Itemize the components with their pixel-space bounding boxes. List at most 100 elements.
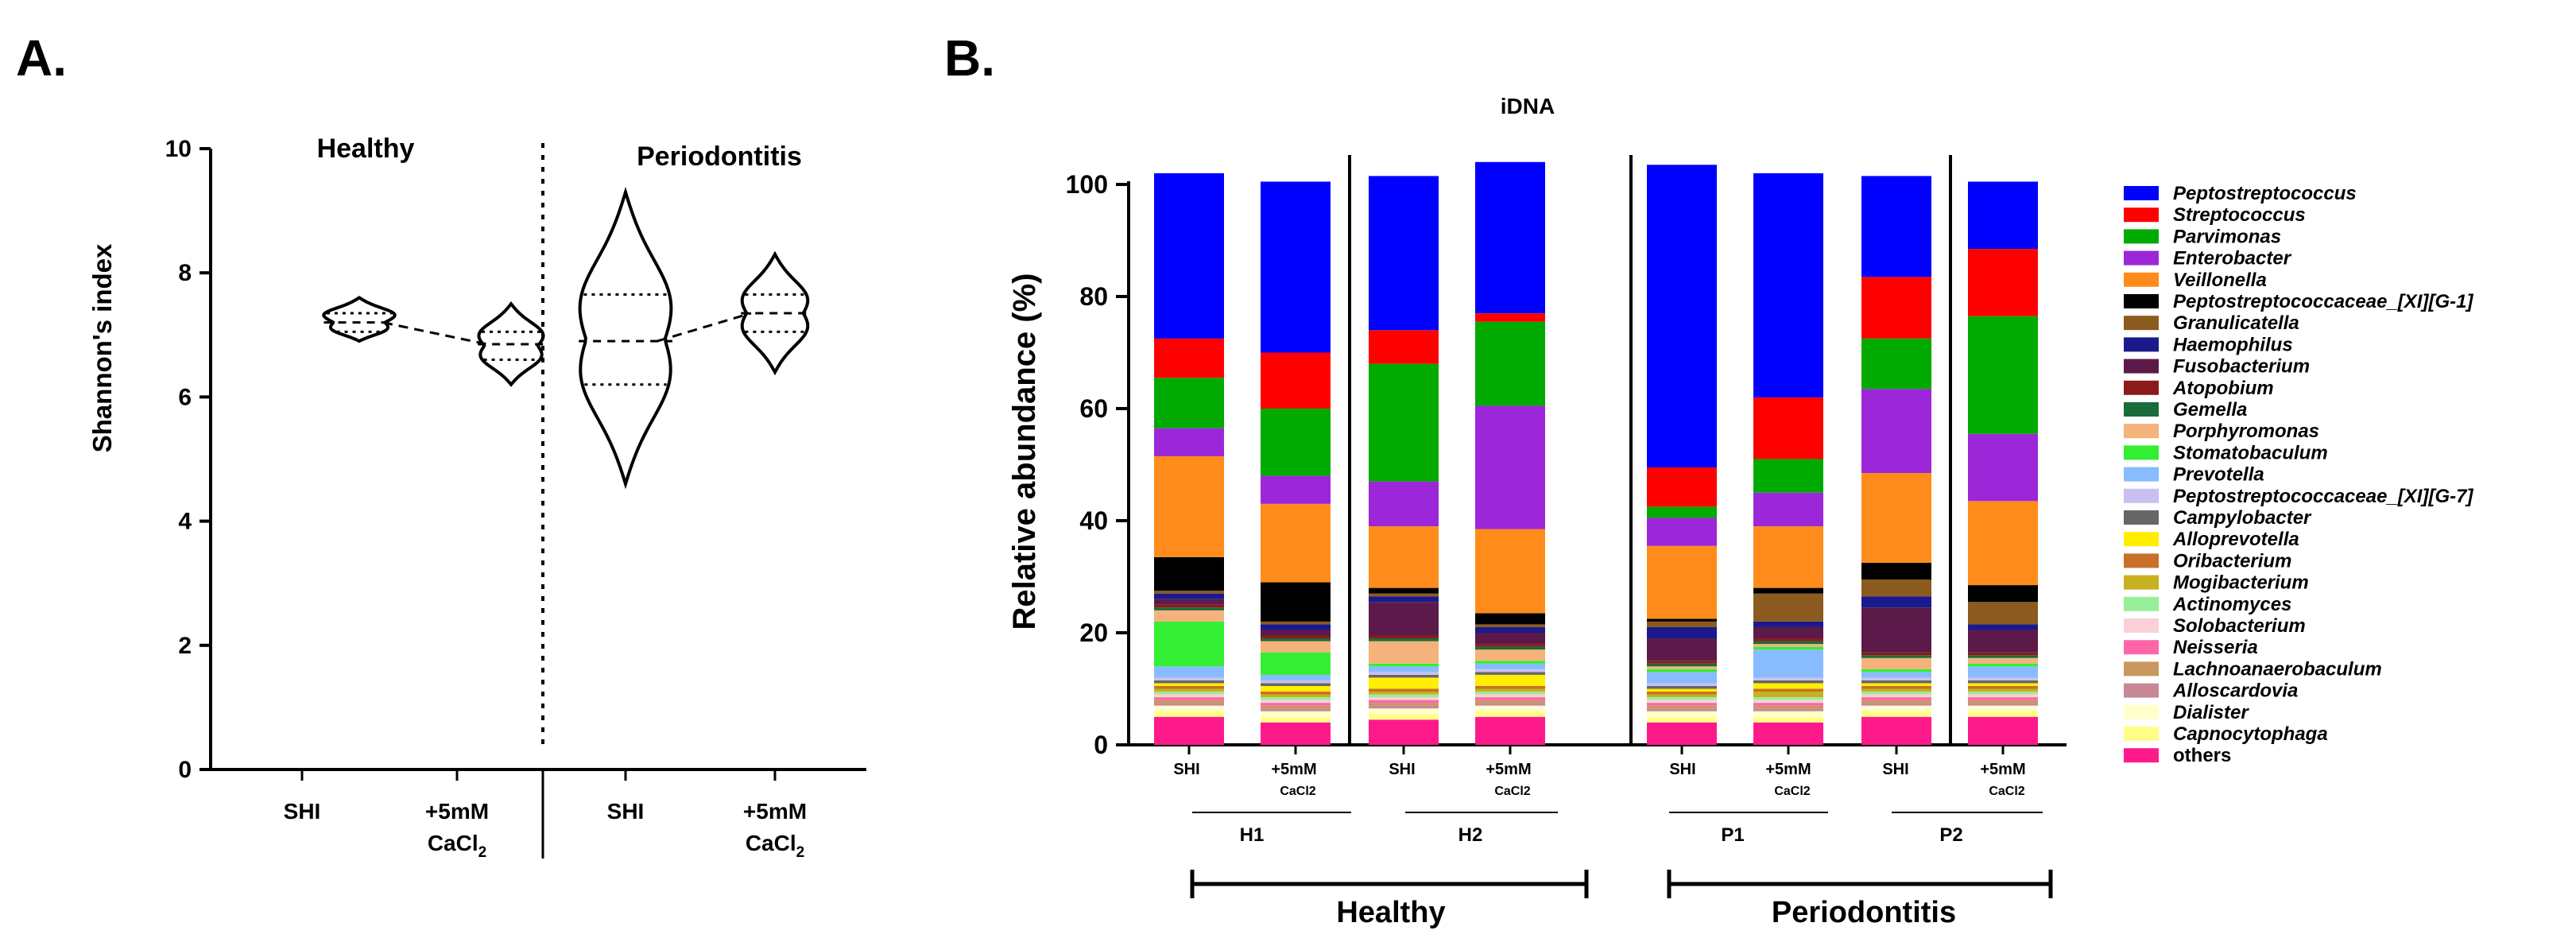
legend-label: Porphyromonas xyxy=(2173,421,2319,442)
stacked-bar-segment xyxy=(1369,663,1439,667)
stacked-bar-segment xyxy=(1968,666,2038,678)
violin-shape xyxy=(578,186,673,490)
stacked-bar-segment xyxy=(1968,705,2038,711)
stacked-bar-segment xyxy=(1261,352,1331,409)
stacked-bar-segment xyxy=(1369,593,1439,597)
y-tick-label: 4 xyxy=(178,509,192,535)
stacked-bar-segment xyxy=(1647,621,1717,627)
sample-label-h1-cacl2: CaCl2 xyxy=(1280,785,1315,798)
stacked-bar-segment xyxy=(1369,697,1439,700)
stacked-bar-segment xyxy=(1261,503,1331,583)
stacked-bar-segment xyxy=(1753,644,1823,647)
stacked-bar-segment xyxy=(1154,666,1224,678)
stacked-bar-segment xyxy=(1647,618,1717,622)
stacked-bar-segment xyxy=(1861,683,1931,686)
panel-a-xtick-5mm-healthy: +5mM xyxy=(425,799,489,824)
stacked-bar-segment xyxy=(1968,433,2038,502)
legend-label: Peptostreptococcus xyxy=(2173,183,2357,204)
stacked-bar-segment xyxy=(1369,694,1439,698)
stacked-bar-segment xyxy=(1475,697,1545,700)
stacked-bar-segment xyxy=(1968,697,2038,700)
stacked-bar-segment xyxy=(1968,630,2038,653)
group-label-periodontitis: Periodontitis xyxy=(1772,896,1956,929)
legend-swatch xyxy=(2124,683,2159,698)
stacked-bar-segment xyxy=(1369,635,1439,639)
stacked-bar-segment xyxy=(1475,685,1545,689)
sample-label-p1-5mm: +5mM xyxy=(1765,761,1811,778)
y-tick-label: 6 xyxy=(178,384,192,410)
stacked-bar-segment xyxy=(1369,363,1439,482)
stacked-bar-segment xyxy=(1647,638,1717,661)
legend-swatch xyxy=(2124,359,2159,374)
stacked-bar-segment xyxy=(1475,405,1545,529)
stacked-bar-segment xyxy=(1753,703,1823,706)
stacked-bar-segment xyxy=(1647,694,1717,698)
stacked-bar-segment xyxy=(1154,697,1224,700)
stacked-bar-segment xyxy=(1861,580,1931,597)
legend-label: Streptococcus xyxy=(2173,204,2306,226)
stacked-bar-segment xyxy=(1861,700,1931,704)
panel-b-letter: B. xyxy=(944,29,995,87)
stacked-bar-segment xyxy=(1369,708,1439,715)
stacked-bar-segment xyxy=(1753,646,1823,650)
stacked-bar-segment xyxy=(1753,621,1823,627)
stacked-bar-segment xyxy=(1261,621,1331,625)
stacked-bar-segment xyxy=(1647,716,1717,723)
legend-swatch xyxy=(2124,748,2159,763)
stacked-bar-segment xyxy=(1968,663,2038,667)
subject-label-h2: H2 xyxy=(1458,824,1483,846)
legend-label: Peptostreptococcaceae_[XI][G-1] xyxy=(2173,291,2473,312)
stacked-bar-segment xyxy=(1154,688,1224,692)
y-tick-label: 2 xyxy=(178,633,192,659)
subject-label-p1: P1 xyxy=(1721,824,1744,846)
stacked-bar-segment xyxy=(1369,688,1439,692)
legend-label: Fusobacterium xyxy=(2173,356,2310,378)
stacked-bar-segment xyxy=(1369,714,1439,720)
panel-a-y-axis-title: Shannon's index xyxy=(87,243,117,452)
stacked-bar-segment xyxy=(1753,708,1823,711)
stacked-bar-segment xyxy=(1261,630,1331,636)
stacked-bar-segment xyxy=(1968,711,2038,717)
stacked-bar-segment xyxy=(1475,716,1545,745)
stacked-bar-segment xyxy=(1261,181,1331,353)
stacked-bar-segment xyxy=(1968,683,2038,686)
stacked-bar-segment xyxy=(1369,666,1439,673)
stacked-bar-segment xyxy=(1154,610,1224,622)
stacked-bar-segment xyxy=(1154,705,1224,711)
stacked-bar-segment xyxy=(1475,321,1545,406)
sample-label-p2-cacl2: CaCl2 xyxy=(1989,785,2024,798)
stacked-bar-segment xyxy=(1261,638,1331,642)
stacked-bar-segment xyxy=(1154,607,1224,611)
stacked-bar-segment xyxy=(1475,626,1545,633)
sample-label-h2-cacl2: CaCl2 xyxy=(1494,785,1530,798)
stacked-bar-segment xyxy=(1475,646,1545,650)
subject-label-p2: P2 xyxy=(1939,824,1962,846)
legend-label: Prevotella xyxy=(2173,464,2264,486)
stacked-bar-segment xyxy=(1968,501,2038,586)
group-label-healthy: Healthy xyxy=(1336,896,1445,929)
stacked-bar-segment xyxy=(1753,649,1823,678)
stacked-bar-segment xyxy=(1647,703,1717,706)
stacked-bar-segment xyxy=(1369,176,1439,331)
stacked-bar-segment xyxy=(1647,688,1717,692)
stacked-bar-segment xyxy=(1861,389,1931,474)
violin-shape xyxy=(477,301,545,387)
cacl-text: CaCl xyxy=(746,831,796,855)
legend-swatch xyxy=(2124,596,2159,611)
stacked-bar-segment xyxy=(1861,655,1931,658)
stacked-bar-segment xyxy=(1753,593,1823,622)
stacked-bar-segment xyxy=(1753,526,1823,588)
violin-shape xyxy=(322,296,397,343)
panel-b-legend: PeptostreptococcusStreptococcusParvimona… xyxy=(2124,183,2473,766)
stacked-bar-segment xyxy=(1154,455,1224,557)
legend-swatch xyxy=(2124,704,2159,719)
stacked-bar-segment xyxy=(1261,680,1331,684)
stacked-bar-segment xyxy=(1753,680,1823,684)
stacked-bar-segment xyxy=(1475,703,1545,706)
stacked-bar-segment xyxy=(1647,697,1717,700)
legend-swatch xyxy=(2124,661,2159,676)
stacked-bar-segment xyxy=(1261,708,1331,711)
legend-label: Stomatobaculum xyxy=(2173,442,2328,463)
stacked-bar-segment xyxy=(1154,692,1224,695)
stacked-bar-segment xyxy=(1369,677,1439,689)
